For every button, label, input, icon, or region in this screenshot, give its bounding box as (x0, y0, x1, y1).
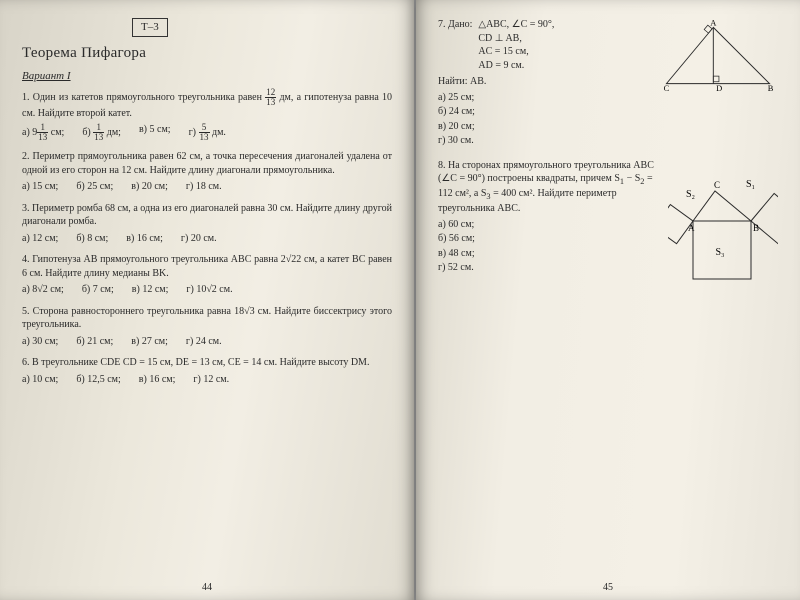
p3-options: а) 12 см; б) 8 см; в) 16 см; г) 20 см. (22, 232, 392, 246)
squares-diagram: S₃ S₂ S₁ A B C (668, 159, 778, 289)
p1-opt-c: в) 5 см; (139, 123, 171, 142)
svg-text:S₂: S₂ (686, 189, 695, 200)
p7-b: б) 24 см; (438, 105, 650, 119)
p7-options: а) 25 см; б) 24 см; в) 20 см; г) 30 см. (438, 91, 650, 148)
p6-b: б) 12,5 см; (76, 373, 120, 387)
problem-1: 1. Один из катетов прямоугольного треуго… (22, 88, 392, 143)
p3-c: в) 16 см; (126, 232, 163, 246)
p5-d: г) 24 см. (186, 335, 222, 349)
problem-8: 8. На сторонах прямоугольного треугольни… (438, 159, 778, 289)
chapter-title: Теорема Пифагора (22, 43, 392, 63)
p2-b: б) 25 см; (76, 180, 113, 194)
p5-a: а) 30 см; (22, 335, 58, 349)
p7-a: а) 25 см; (438, 91, 650, 105)
problem-2: 2. Периметр прямоугольника равен 62 см, … (22, 150, 392, 194)
p6-a: а) 10 см; (22, 373, 58, 387)
p3-b: б) 8 см; (76, 232, 108, 246)
problem-6: 6. В треугольнике CDE CD = 15 см, DE = 1… (22, 356, 392, 386)
p8-b: б) 56 см; (438, 232, 662, 246)
p1-opt-a: а) 9113 см; (22, 123, 64, 142)
p4-c: в) 12 см; (132, 283, 169, 297)
p7-find: Найти: AB. (438, 75, 650, 89)
p1-frac: 1213 (265, 88, 276, 107)
p6-c: в) 16 см; (139, 373, 176, 387)
svg-text:C: C (714, 180, 720, 190)
book-spread: Т–3 Теорема Пифагора Вариант I 1. Один и… (0, 0, 800, 600)
p7-given-lines: △ABC, ∠C = 90°, CD ⊥ AB, AC = 15 см, AD … (478, 18, 554, 72)
p8-a: а) 60 см; (438, 218, 662, 232)
variant-label: Вариант I (22, 69, 392, 84)
p2-options: а) 15 см; б) 25 см; в) 20 см; г) 18 см. (22, 180, 392, 194)
p4-text: 4. Гипотенуза AB прямоугольного треуголь… (22, 254, 392, 279)
p4-b: б) 7 см; (82, 283, 114, 297)
svg-text:B: B (753, 223, 759, 233)
problem-7: 7. Дано: △ABC, ∠C = 90°, CD ⊥ AB, AC = 1… (438, 18, 778, 149)
page-number-right: 45 (603, 581, 613, 595)
p5-text: 5. Сторона равностороннего треугольника … (22, 306, 392, 331)
p3-text: 3. Периметр ромба 68 см, а одна из его д… (22, 203, 392, 228)
p4-d: г) 10√2 см. (186, 283, 232, 297)
p6-d: г) 12 см. (193, 373, 229, 387)
p2-c: в) 20 см; (131, 180, 168, 194)
p1-options: а) 9113 см; б) 113 дм; в) 5 см; г) 513 д… (22, 123, 392, 142)
svg-text:A: A (688, 223, 695, 233)
p1-text-a: 1. Один из катетов прямоугольного треуго… (22, 92, 265, 103)
problem-3: 3. Периметр ромба 68 см, а одна из его д… (22, 202, 392, 246)
chapter-tag: Т–3 (132, 18, 168, 37)
p4-a: а) 8√2 см; (22, 283, 64, 297)
p8-c: в) 48 см; (438, 247, 662, 261)
p1-opt-d: г) 513 дм. (189, 123, 226, 142)
p7-c: в) 20 см; (438, 120, 650, 134)
svg-text:A: A (710, 18, 717, 28)
triangle-diagram: A C B D (658, 18, 778, 93)
p2-text: 2. Периметр прямоугольника равен 62 см, … (22, 151, 392, 176)
svg-text:C: C (664, 83, 670, 93)
p1-opt-b: б) 113 дм; (82, 123, 121, 142)
svg-text:S₃: S₃ (715, 247, 724, 258)
p8-d: г) 52 см. (438, 261, 662, 275)
svg-text:B: B (768, 83, 774, 93)
p5-options: а) 30 см; б) 21 см; в) 27 см; г) 24 см. (22, 335, 392, 349)
p3-a: а) 12 см; (22, 232, 58, 246)
p2-d: г) 18 см. (186, 180, 222, 194)
p8-options: а) 60 см; б) 56 см; в) 48 см; г) 52 см. (438, 218, 662, 275)
p5-c: в) 27 см; (131, 335, 168, 349)
p6-text: 6. В треугольнике CDE CD = 15 см, DE = 1… (22, 357, 369, 368)
problem-4: 4. Гипотенуза AB прямоугольного треуголь… (22, 253, 392, 297)
p7-d: г) 30 см. (438, 134, 650, 148)
problem-5: 5. Сторона равностороннего треугольника … (22, 305, 392, 349)
p6-options: а) 10 см; б) 12,5 см; в) 16 см; г) 12 см… (22, 373, 392, 387)
svg-text:S₁: S₁ (746, 179, 755, 190)
page-right: 7. Дано: △ABC, ∠C = 90°, CD ⊥ AB, AC = 1… (416, 0, 800, 600)
p7-given-label: 7. Дано: (438, 18, 472, 72)
p3-d: г) 20 см. (181, 232, 217, 246)
svg-text:D: D (716, 83, 722, 93)
p8-text: 8. На сторонах прямоугольного треугольни… (438, 160, 654, 215)
page-left: Т–3 Теорема Пифагора Вариант I 1. Один и… (0, 0, 416, 600)
page-number-left: 44 (202, 581, 212, 595)
p2-a: а) 15 см; (22, 180, 58, 194)
p4-options: а) 8√2 см; б) 7 см; в) 12 см; г) 10√2 см… (22, 283, 392, 297)
p5-b: б) 21 см; (76, 335, 113, 349)
